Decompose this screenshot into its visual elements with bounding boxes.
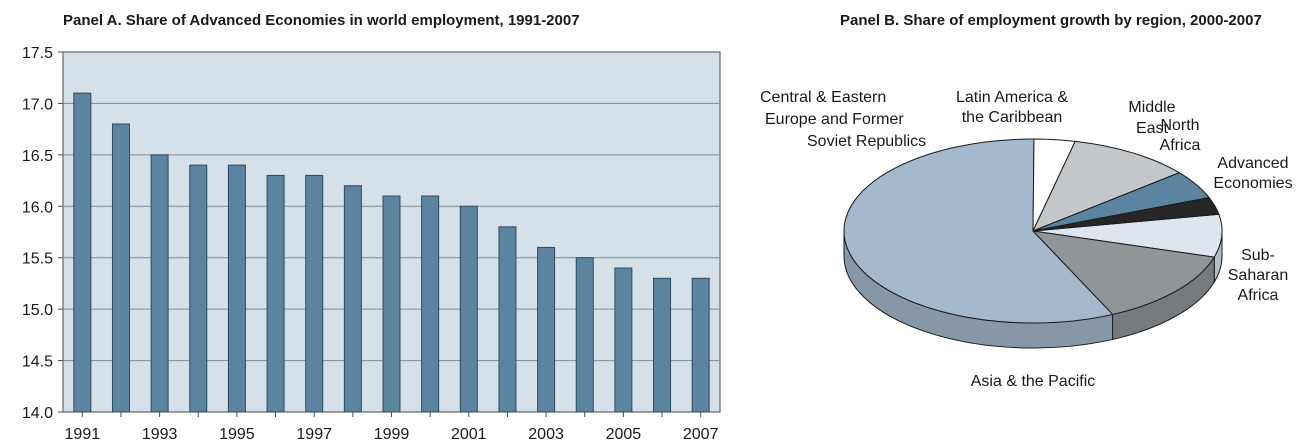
y-tick-label: 14.5: [22, 354, 53, 371]
x-tick-label: 2005: [606, 426, 642, 443]
x-tick-label: 1997: [296, 426, 332, 443]
x-tick-label: 1991: [65, 426, 101, 443]
y-tick-label: 16.0: [22, 199, 53, 216]
bar-2007: [691, 277, 710, 413]
pie-label-advanced-economies: Advanced Economies: [1213, 155, 1292, 192]
bar-1993: [150, 154, 169, 413]
bar-2002: [498, 226, 517, 413]
bar-1997: [305, 174, 324, 413]
bar-1991: [73, 92, 92, 413]
x-tick-label: 2001: [451, 426, 487, 443]
pie-slice-asia-the-pacific: [843, 138, 1114, 324]
pie-slice-north-africa: [1032, 197, 1220, 232]
panel-a-bars: [73, 92, 710, 413]
bar-2003: [537, 246, 556, 413]
pie-slices: [843, 138, 1223, 324]
y-tick-label: 15.0: [22, 302, 53, 319]
bar-2006: [653, 277, 672, 413]
panel-a-y-axis: 14.0 14.5 15.0 15.5 16.0 16.5 17.0 17.5: [22, 45, 63, 422]
x-tick-label: 1993: [142, 426, 178, 443]
y-tick-label: 16.5: [22, 148, 53, 165]
bar-1999: [382, 195, 401, 413]
y-tick-label: 17.0: [22, 96, 53, 113]
bar-1992: [111, 123, 130, 413]
x-tick-label: 1999: [374, 426, 410, 443]
x-tick-label: 2003: [528, 426, 564, 443]
bar-1994: [189, 164, 208, 413]
y-tick-label: 15.5: [22, 251, 53, 268]
bar-1998: [343, 185, 362, 413]
pie-slice-latin-america-the-caribbean: [1032, 140, 1180, 232]
pie-label-north-africa: North Africa: [1160, 117, 1201, 154]
panel-a-x-axis: 1991 1993 1995 1997 1999 2001 2003 2005 2007: [65, 412, 719, 443]
pie-label-asia-the-pacific: Asia & the Pacific: [971, 373, 1096, 390]
bar-2000: [421, 195, 440, 413]
panel-a-title: Panel A. Share of Advanced Economies in …: [63, 12, 580, 29]
panel-a-bar-chart: 14.014.515.015.516.016.517.017.5 1991 199…: [22, 45, 721, 443]
y-tick-label: 14.0: [22, 405, 53, 422]
bar-2001: [459, 205, 478, 413]
pie-label-middle-east: Middle East: [1128, 99, 1175, 137]
bar-2004: [575, 257, 594, 413]
pie-label-sub-saharan-africa: Sub-Saharan Africa: [1228, 247, 1289, 304]
pie-labels: Advanced Economies Sub-Saharan Africa Asia &…: [760, 89, 1293, 390]
bar-1996: [266, 174, 285, 413]
x-tick-label: 1995: [219, 426, 255, 443]
panel-b-title: Panel B. Share of employment growth by r…: [840, 12, 1262, 29]
y-tick-label: 17.5: [22, 45, 53, 62]
pie-label-central-eastern-europe-and-former-soviet-republics: Central & Eastern Europe and Former Soviet…: [760, 89, 926, 150]
x-tick-label: 2007: [683, 426, 719, 443]
pie-slice-sub-saharan-africa: [1032, 230, 1215, 315]
bar-1995: [227, 164, 246, 413]
pie-label-latin-america-the-caribbean: Latin America & the Caribbean: [956, 89, 1068, 126]
panel-b-pie-chart: Advanced Economies Sub-Saharan Africa Asia &…: [760, 89, 1293, 390]
panel-a-gridlines: [63, 102, 720, 362]
bar-2005: [614, 267, 633, 413]
